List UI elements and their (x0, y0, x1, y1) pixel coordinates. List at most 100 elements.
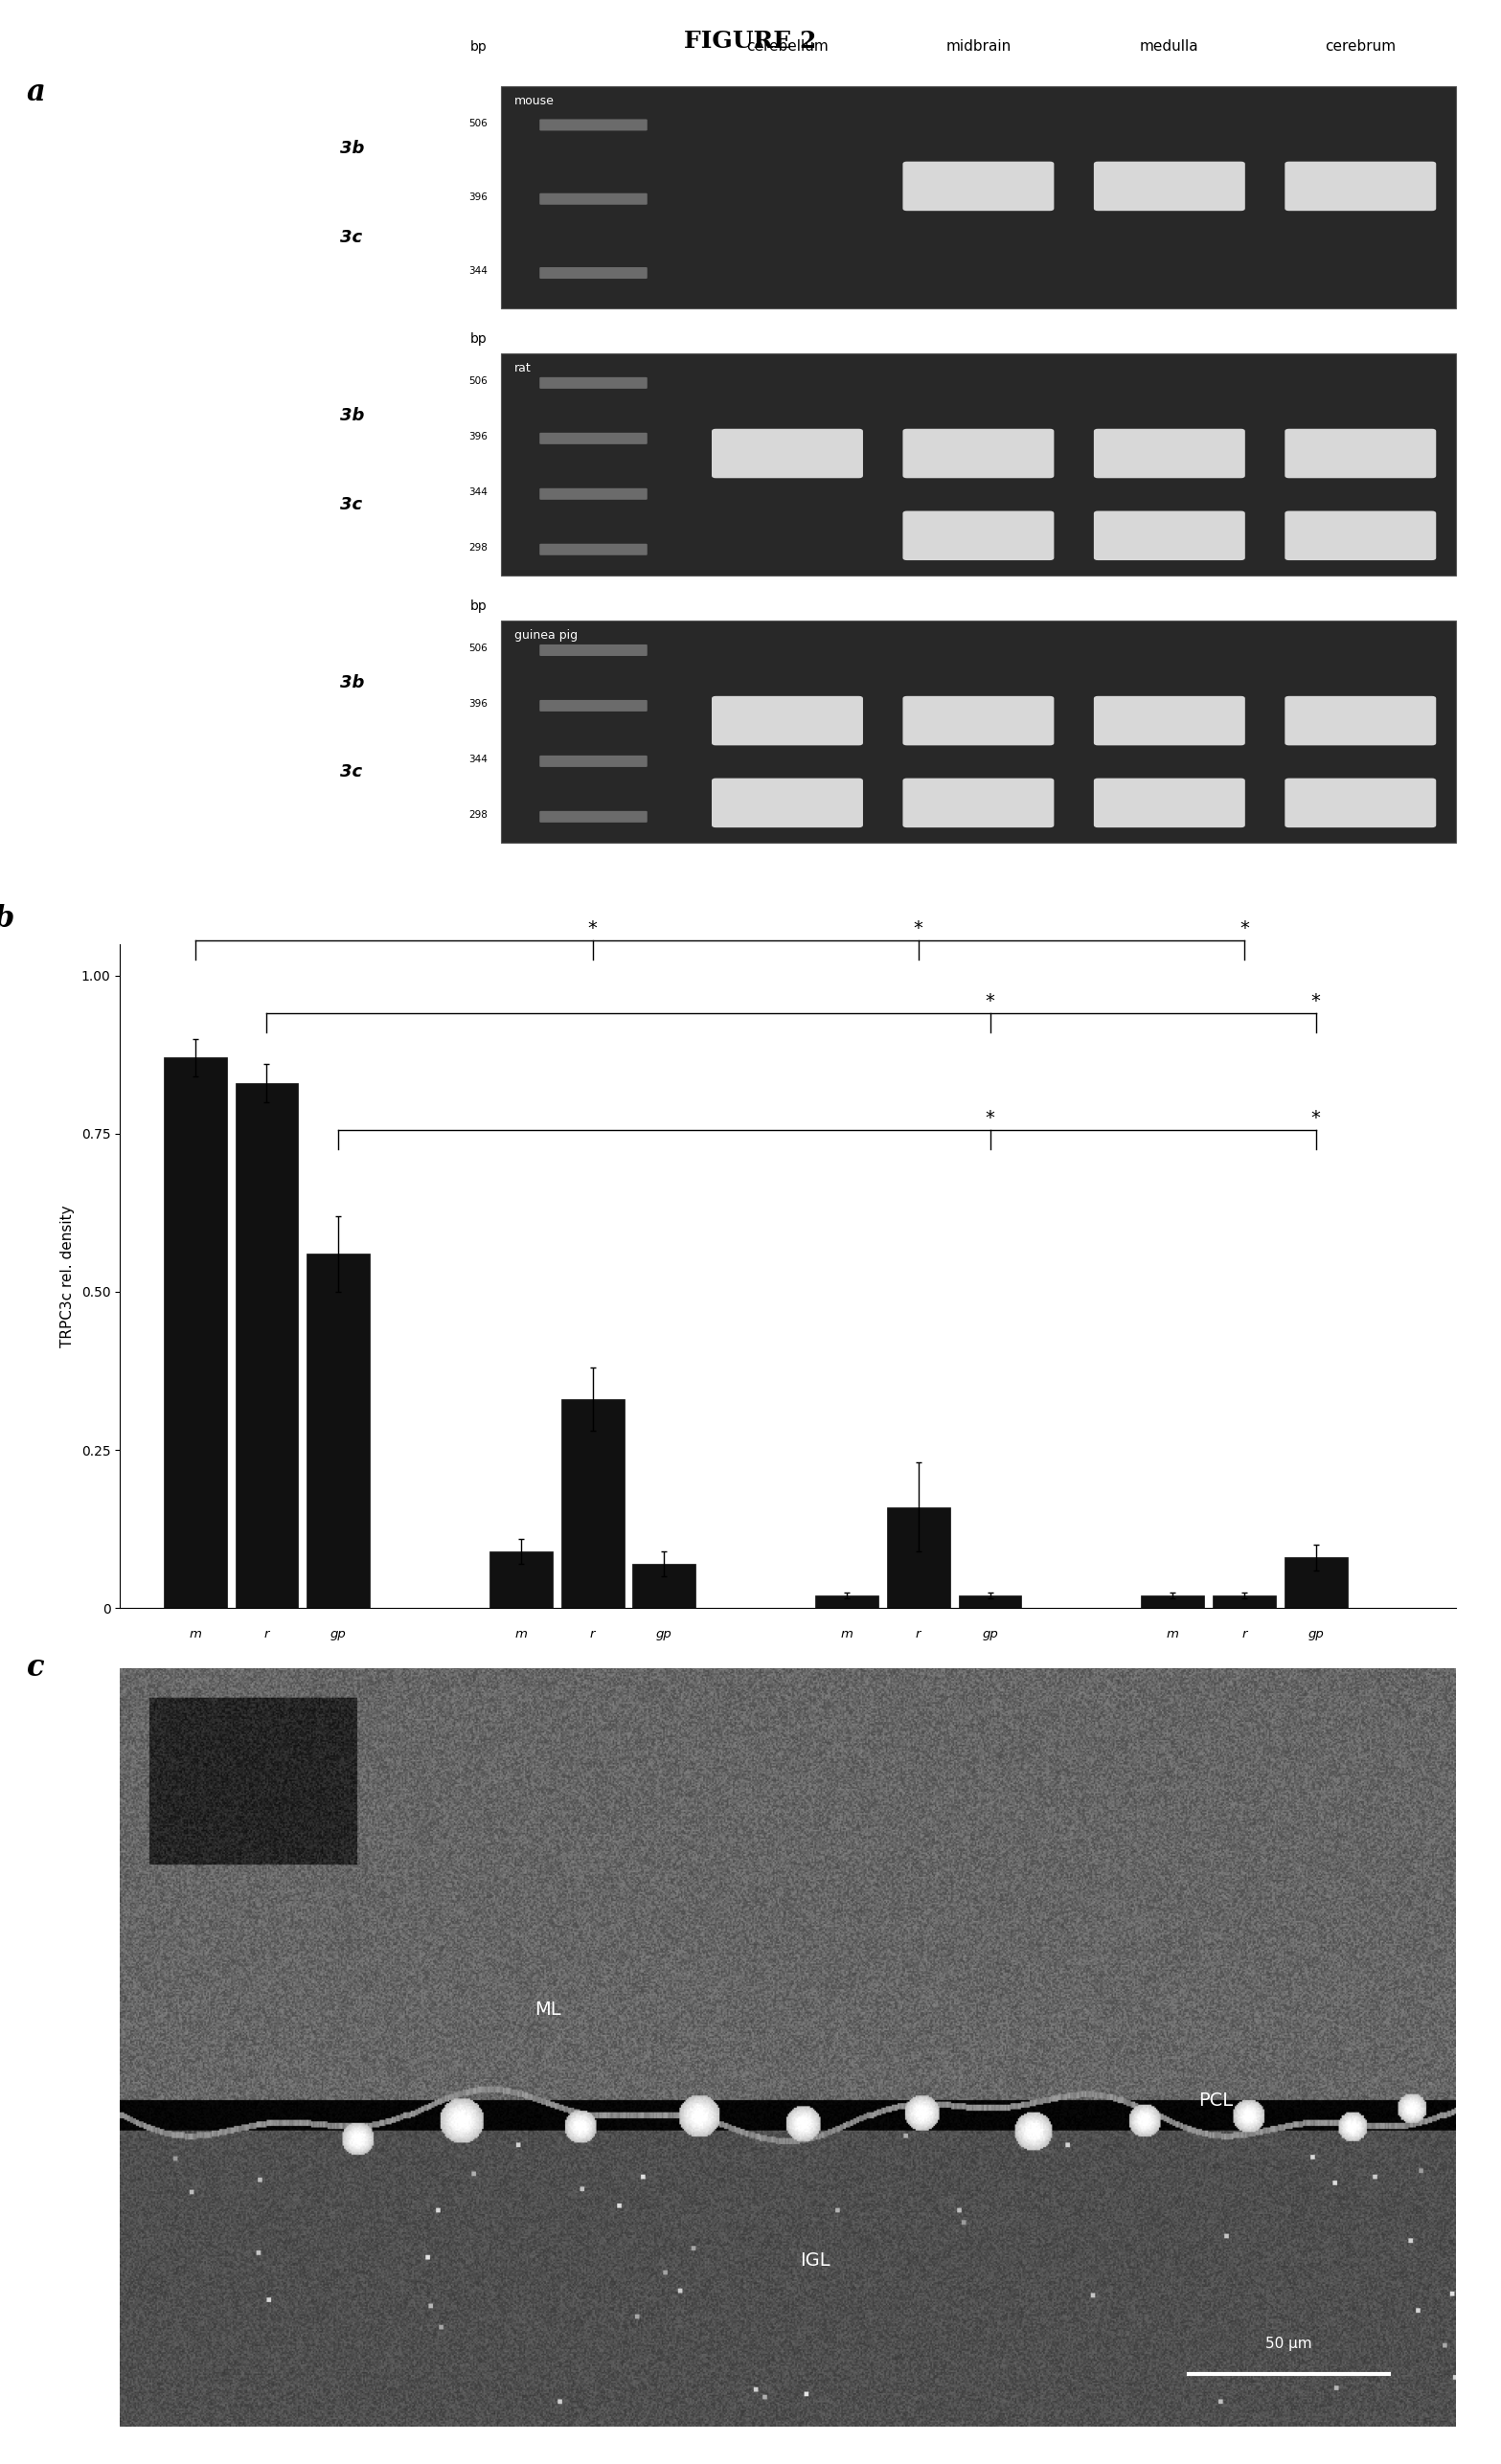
Text: 344: 344 (468, 488, 488, 498)
FancyBboxPatch shape (902, 779, 1054, 828)
Bar (887, 1508, 950, 1609)
Text: gp: gp (982, 1629, 998, 1641)
Text: r: r (916, 1629, 922, 1641)
Text: midbrain: midbrain (946, 39, 1012, 54)
Text: 50 μm: 50 μm (1265, 2336, 1312, 2351)
FancyBboxPatch shape (539, 377, 647, 389)
Text: bp: bp (470, 333, 488, 345)
FancyBboxPatch shape (711, 779, 863, 828)
Text: FIGURE 2: FIGURE 2 (684, 30, 817, 52)
Text: *: * (1240, 919, 1249, 936)
Text: *: * (588, 919, 597, 936)
Text: 3b: 3b (341, 407, 365, 424)
Text: cerebrum: cerebrum (1325, 39, 1396, 54)
Text: r: r (264, 1629, 269, 1641)
FancyBboxPatch shape (539, 192, 647, 205)
Bar (632, 1565, 696, 1609)
Text: ML: ML (534, 2001, 561, 2018)
FancyBboxPatch shape (539, 700, 647, 712)
Text: r: r (1241, 1629, 1247, 1641)
Text: midbrain: midbrain (564, 1676, 621, 1688)
Text: 298: 298 (468, 542, 488, 552)
Text: m: m (1166, 1629, 1178, 1641)
Text: guinea pig: guinea pig (515, 628, 578, 641)
Text: 396: 396 (468, 700, 488, 710)
FancyBboxPatch shape (539, 646, 647, 655)
FancyBboxPatch shape (902, 695, 1054, 747)
Text: b: b (0, 904, 14, 934)
FancyBboxPatch shape (539, 434, 647, 444)
Text: 3c: 3c (341, 229, 363, 246)
FancyBboxPatch shape (1285, 163, 1436, 212)
FancyBboxPatch shape (539, 118, 647, 131)
Text: cerebrum: cerebrum (1213, 1676, 1274, 1688)
FancyBboxPatch shape (539, 266, 647, 278)
Text: m: m (841, 1629, 853, 1641)
FancyBboxPatch shape (711, 695, 863, 747)
Bar (501, 352, 1456, 577)
Text: 396: 396 (468, 192, 488, 202)
Text: 344: 344 (468, 754, 488, 764)
FancyBboxPatch shape (539, 756, 647, 766)
Text: 506: 506 (468, 377, 488, 387)
Text: cerebellum: cerebellum (231, 1676, 303, 1688)
FancyBboxPatch shape (1094, 695, 1244, 747)
Text: 3b: 3b (341, 675, 365, 692)
FancyBboxPatch shape (1285, 510, 1436, 559)
Text: IGL: IGL (800, 2252, 830, 2269)
Text: *: * (1312, 1109, 1321, 1129)
Text: c: c (27, 1653, 45, 1683)
FancyBboxPatch shape (902, 163, 1054, 212)
FancyBboxPatch shape (1285, 695, 1436, 747)
Text: mouse: mouse (515, 94, 554, 106)
Text: gp: gp (656, 1629, 672, 1641)
Text: *: * (914, 919, 923, 936)
Text: cerebellum: cerebellum (746, 39, 829, 54)
Text: medulla: medulla (1139, 39, 1199, 54)
Text: a: a (27, 79, 45, 108)
Text: 506: 506 (468, 118, 488, 128)
Bar (1141, 1594, 1204, 1609)
Text: *: * (985, 1109, 995, 1129)
Text: bp: bp (470, 39, 488, 54)
Y-axis label: TRPC3c rel. density: TRPC3c rel. density (60, 1205, 75, 1348)
Bar (815, 1594, 878, 1609)
Text: 506: 506 (468, 643, 488, 653)
FancyBboxPatch shape (1285, 429, 1436, 478)
Bar (164, 1057, 227, 1609)
Text: 396: 396 (468, 431, 488, 441)
Text: 3c: 3c (341, 495, 363, 513)
Bar (1285, 1557, 1348, 1609)
Text: *: * (1312, 993, 1321, 1010)
FancyBboxPatch shape (1094, 163, 1244, 212)
Text: gp: gp (1307, 1629, 1324, 1641)
Text: rat: rat (515, 362, 531, 375)
Text: PCL: PCL (1198, 2092, 1232, 2109)
Text: 3b: 3b (341, 140, 365, 158)
Text: 3c: 3c (341, 764, 363, 781)
FancyBboxPatch shape (1094, 779, 1244, 828)
Text: medulla: medulla (893, 1676, 944, 1688)
Bar (489, 1552, 552, 1609)
FancyBboxPatch shape (1094, 510, 1244, 559)
FancyBboxPatch shape (539, 545, 647, 554)
Bar (1213, 1594, 1276, 1609)
Text: m: m (189, 1629, 201, 1641)
Bar (561, 1400, 624, 1609)
Text: 344: 344 (468, 266, 488, 276)
Bar (236, 1084, 299, 1609)
Bar (959, 1594, 1022, 1609)
Text: r: r (590, 1629, 596, 1641)
Bar (306, 1254, 369, 1609)
Bar (501, 86, 1456, 308)
FancyBboxPatch shape (539, 488, 647, 500)
FancyBboxPatch shape (902, 510, 1054, 559)
FancyBboxPatch shape (1285, 779, 1436, 828)
Bar (501, 621, 1456, 843)
Text: m: m (515, 1629, 527, 1641)
Text: *: * (985, 993, 995, 1010)
FancyBboxPatch shape (711, 429, 863, 478)
Text: 298: 298 (468, 811, 488, 821)
Text: bp: bp (470, 599, 488, 614)
FancyBboxPatch shape (539, 811, 647, 823)
